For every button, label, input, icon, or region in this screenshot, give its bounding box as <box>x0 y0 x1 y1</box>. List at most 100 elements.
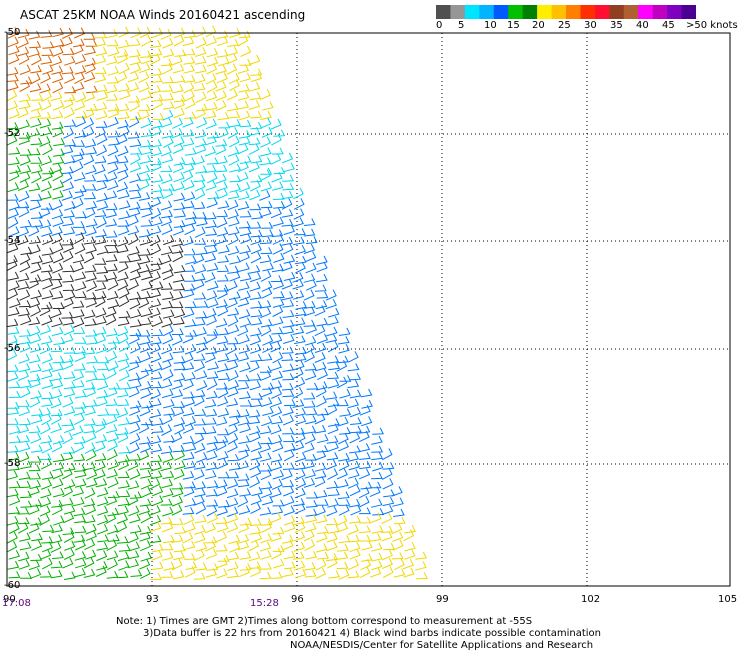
wind-barb <box>51 362 64 372</box>
wind-barb <box>106 171 118 182</box>
longitude-label: 96 <box>291 594 304 605</box>
wind-barb <box>17 201 30 209</box>
wind-barb <box>281 382 294 391</box>
wind-barb <box>248 137 261 146</box>
wind-barb <box>85 329 98 337</box>
wind-barb <box>31 53 42 66</box>
wind-barb <box>30 211 43 219</box>
wind-barb <box>8 280 20 292</box>
wind-barb <box>217 304 229 317</box>
wind-barb <box>360 416 373 427</box>
wind-barb <box>41 314 53 326</box>
wind-barb <box>127 131 140 139</box>
wind-barb <box>381 448 393 461</box>
wind-barb <box>248 143 260 155</box>
wind-barb <box>327 498 339 508</box>
wind-barb <box>361 399 373 409</box>
wind-barb <box>28 425 41 434</box>
wind-barb <box>358 495 370 508</box>
wind-barb <box>171 238 184 247</box>
wind-barb <box>9 165 22 174</box>
wind-barb <box>317 433 329 444</box>
wind-barb <box>216 557 228 569</box>
wind-barb <box>30 390 43 400</box>
wind-barb <box>130 524 142 534</box>
wind-barb <box>61 27 73 39</box>
wind-barb <box>226 398 239 407</box>
wind-barb <box>63 241 75 253</box>
wind-barb <box>193 353 206 362</box>
wind-barb <box>237 34 249 47</box>
wind-barb <box>314 424 327 434</box>
wind-barb <box>83 568 96 578</box>
wind-barb <box>51 279 63 290</box>
wind-barb <box>195 143 207 155</box>
wind-barb <box>72 254 85 264</box>
wind-barb <box>325 517 338 526</box>
wind-barb <box>85 399 98 408</box>
wind-barb <box>217 522 229 533</box>
wind-barb <box>117 398 130 407</box>
wind-barb <box>403 529 415 542</box>
wind-barb <box>316 291 329 299</box>
wind-barb <box>304 468 316 479</box>
wind-barb <box>281 261 293 272</box>
wind-barb <box>193 394 205 407</box>
wind-barb <box>239 272 252 282</box>
wind-barb <box>392 497 404 507</box>
wind-barb <box>273 129 286 137</box>
wind-barb <box>52 252 64 264</box>
wind-barb <box>250 229 263 238</box>
wind-barb <box>238 334 250 345</box>
wind-barb <box>84 442 96 454</box>
wind-barb <box>138 109 150 121</box>
wind-barb <box>162 48 175 58</box>
wind-barb <box>185 561 198 570</box>
wind-barb <box>85 218 98 228</box>
wind-barb <box>303 529 315 542</box>
wind-barb <box>215 516 228 525</box>
wind-barb <box>227 146 240 157</box>
wind-barb <box>294 407 307 417</box>
wind-barb <box>116 389 129 398</box>
wind-barb <box>150 454 163 463</box>
wind-barb <box>239 155 252 165</box>
wind-barb <box>28 373 41 382</box>
scale-swatch <box>508 5 524 19</box>
wind-barb <box>272 192 285 200</box>
wind-barb <box>61 451 74 462</box>
wind-barb <box>62 358 74 371</box>
wind-barb <box>18 442 31 452</box>
wind-barb <box>51 524 63 534</box>
wind-barb <box>42 64 54 75</box>
wind-barb <box>228 226 240 236</box>
wind-barb <box>73 534 86 543</box>
wind-barb <box>206 197 218 209</box>
wind-barb <box>150 207 162 220</box>
wind-barb <box>349 406 361 418</box>
wind-barb <box>74 413 85 426</box>
wind-barb <box>270 118 282 130</box>
wind-barb <box>303 306 316 317</box>
wind-barb <box>107 155 119 165</box>
wind-barb <box>294 452 307 463</box>
wind-barb <box>293 427 305 435</box>
wind-barb <box>172 273 185 283</box>
wind-barb <box>182 507 195 515</box>
wind-barb <box>226 342 238 355</box>
wind-barb <box>29 72 41 85</box>
wind-barb <box>129 342 141 354</box>
wind-barb <box>116 513 128 524</box>
wind-barb <box>50 397 62 409</box>
wind-barb <box>39 219 52 229</box>
wind-barb <box>206 435 219 445</box>
wind-barb <box>117 505 129 516</box>
wind-barb <box>72 486 85 497</box>
wind-barb <box>96 245 109 256</box>
wind-barb <box>85 200 98 210</box>
wind-barb <box>161 173 173 184</box>
wind-barb <box>173 157 186 166</box>
wind-barb <box>85 297 97 308</box>
longitude-label: 99 <box>436 594 449 605</box>
wind-barb <box>337 479 349 489</box>
